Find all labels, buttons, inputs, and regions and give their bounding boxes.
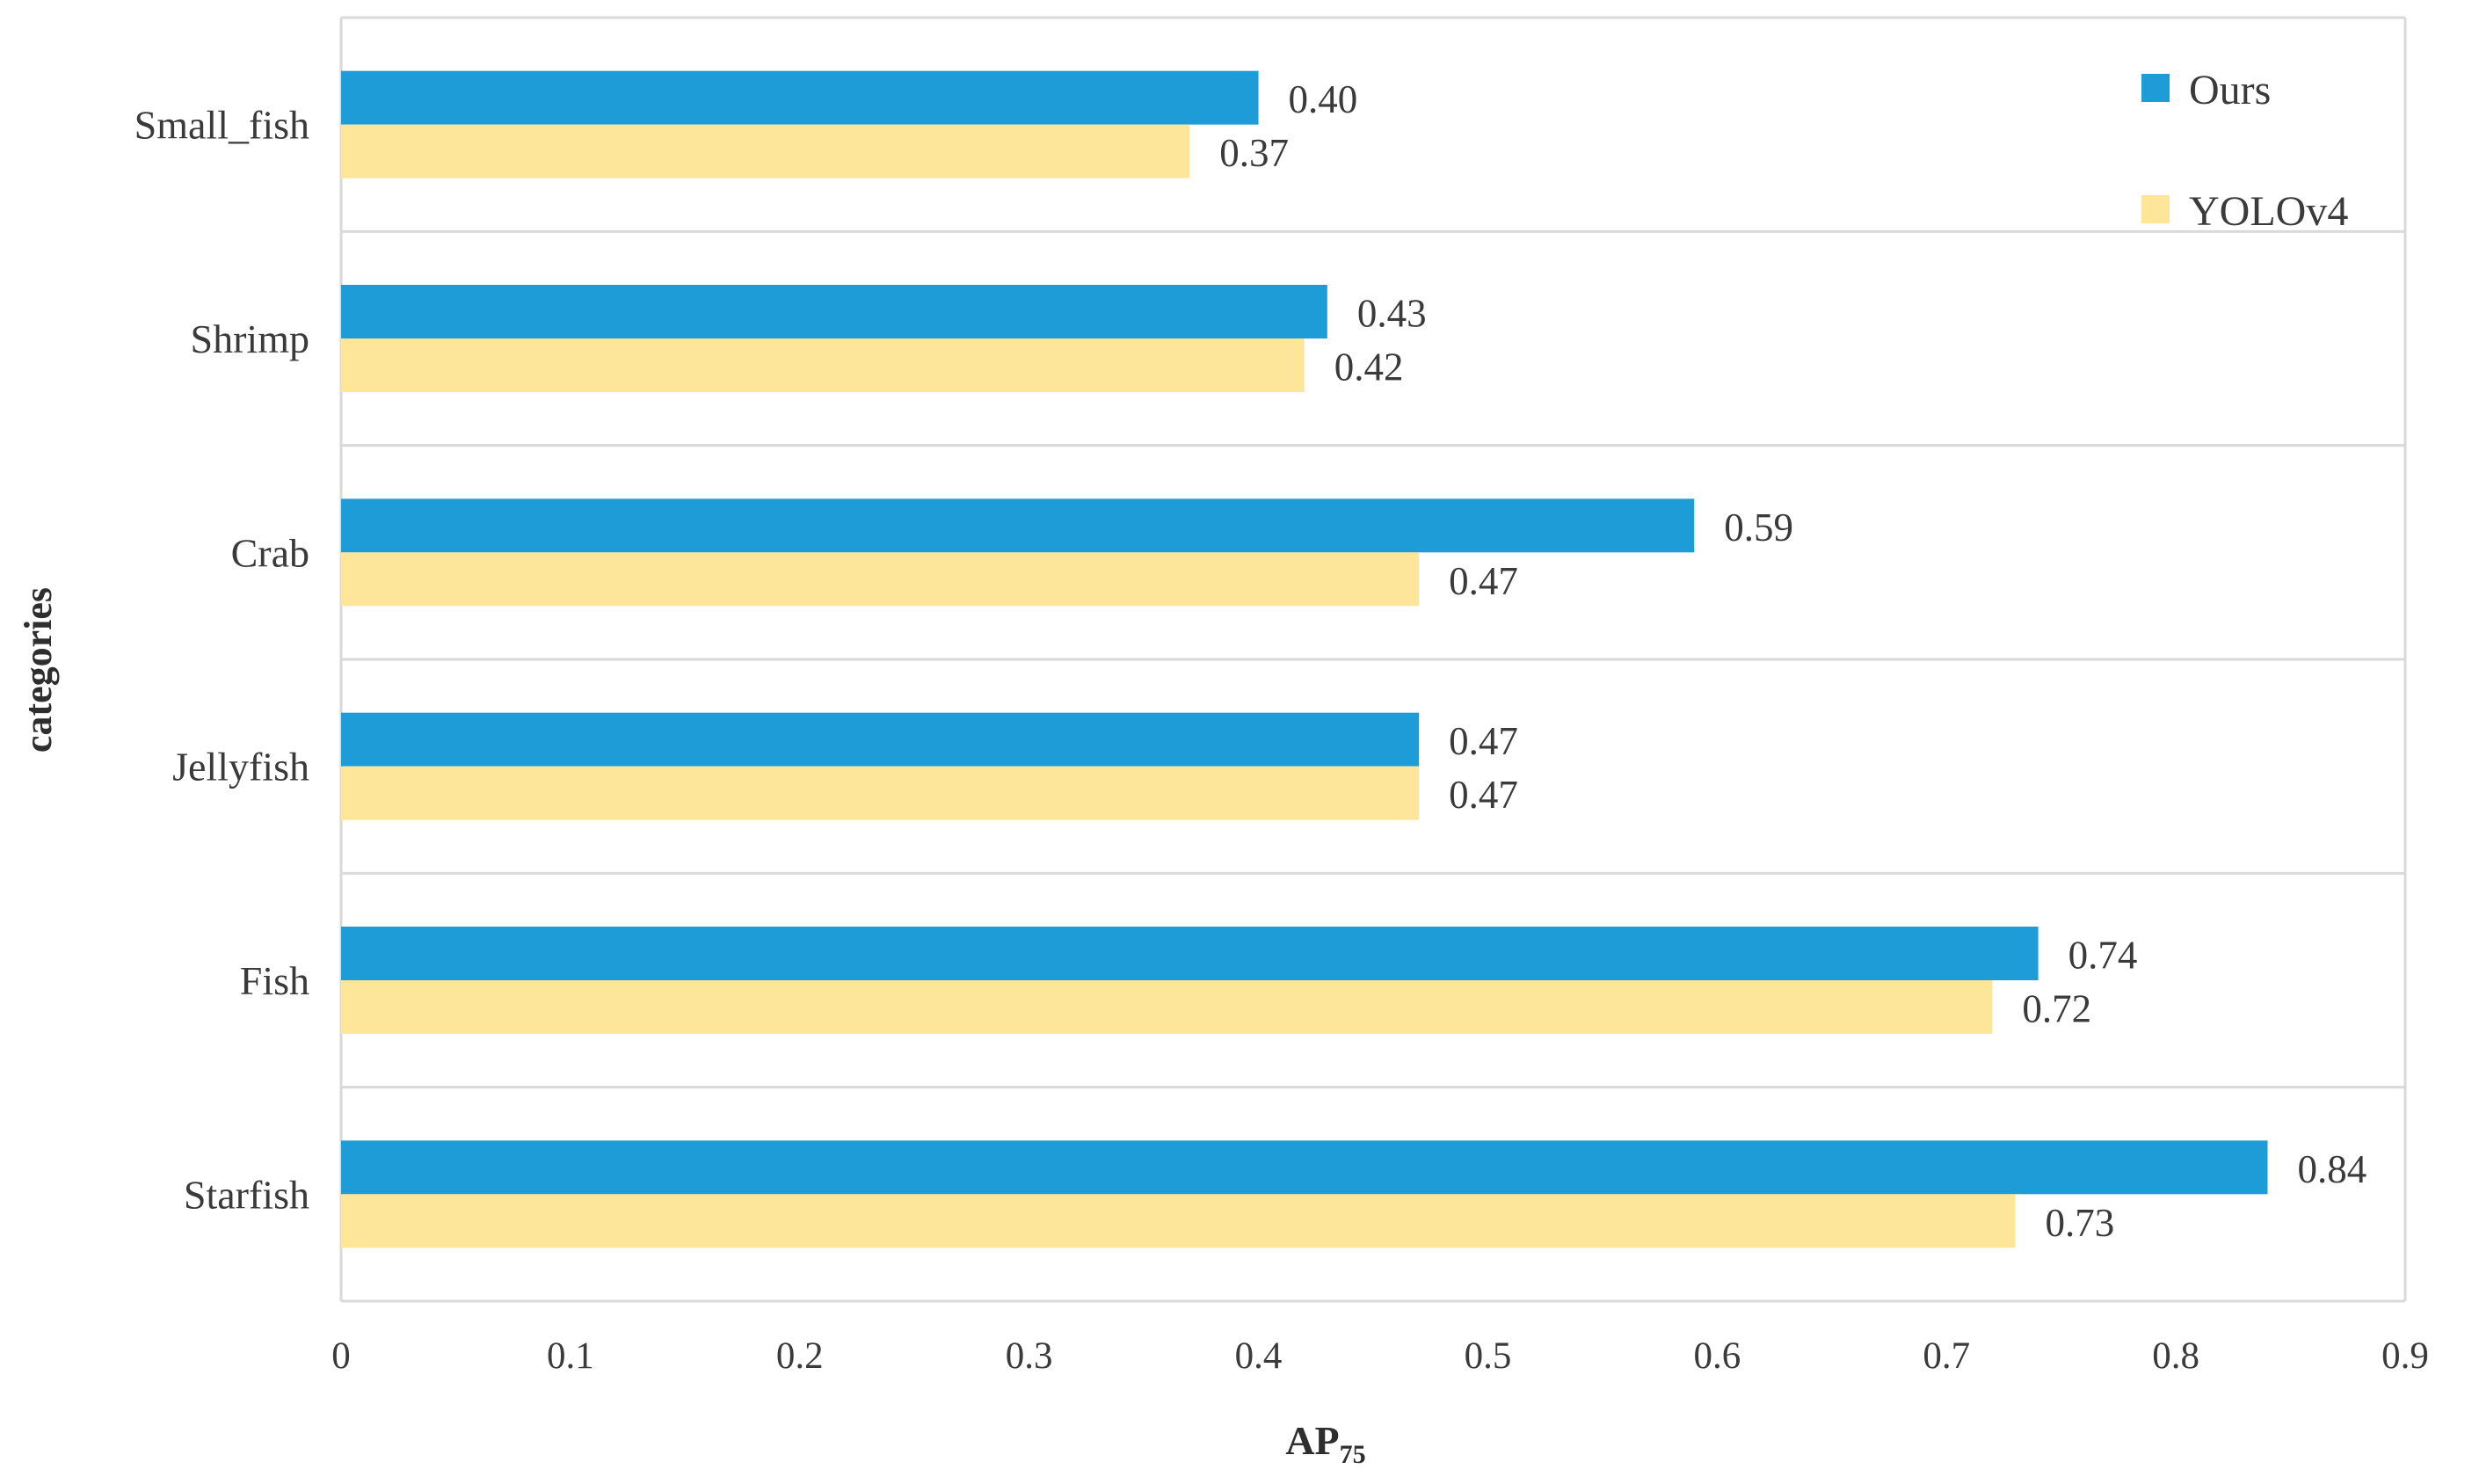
category-label-shrimp: Shrimp [191,316,309,361]
value-label-yolov4-small-fish: 0.37 [1219,131,1289,175]
value-label-yolov4-shrimp: 0.42 [1334,346,1404,389]
bar-ours-starfish [341,1140,2268,1195]
x-tick-label: 0.9 [2381,1335,2429,1377]
bar-yolov4-crab [341,552,1420,607]
bar-ours-shrimp [341,285,1327,338]
x-tick-label: 0.7 [1923,1335,1970,1377]
category-label-small-fish: Small_fish [135,103,309,148]
category-label-starfish: Starfish [184,1172,309,1217]
value-label-yolov4-starfish: 0.73 [2045,1201,2114,1245]
legend-label-ours: Ours [2189,67,2271,113]
bar-yolov4-small-fish [341,124,1190,178]
bar-yolov4-jellyfish [341,766,1420,820]
bar-yolov4-fish [341,980,1993,1034]
legend-swatch-ours [2141,74,2170,102]
x-tick-label: 0.6 [1693,1335,1741,1377]
value-label-yolov4-fish: 0.72 [2022,987,2091,1031]
x-tick-label: 0.4 [1235,1335,1283,1377]
x-axis-title-main: AP [1285,1418,1339,1463]
legend-label-yolov4: YOLOv4 [2189,188,2348,235]
legend-swatch-yolov4 [2141,195,2170,223]
value-label-yolov4-crab: 0.47 [1449,559,1518,603]
category-label-fish: Fish [240,958,309,1003]
legend: Ours YOLOv4 [2141,67,2348,235]
x-axis-title: AP75 [1285,1418,1365,1469]
category-label-crab: Crab [231,530,309,575]
x-tick-label: 0.8 [2152,1335,2199,1377]
bar-ours-crab [341,498,1695,553]
x-tick-label: 0.2 [776,1335,824,1377]
value-label-ours-fish: 0.74 [2068,934,2138,978]
value-label-yolov4-jellyfish: 0.47 [1449,773,1518,817]
value-label-ours-small-fish: 0.40 [1289,77,1358,121]
value-label-ours-shrimp: 0.43 [1357,292,1427,336]
bar-ours-fish [341,927,2039,980]
value-label-ours-jellyfish: 0.47 [1449,719,1518,763]
x-tick-label: 0.5 [1465,1335,1512,1377]
x-tick-label: 0.1 [547,1335,594,1377]
bar-ours-small-fish [341,70,1259,125]
bar-ours-jellyfish [341,712,1420,767]
bar-yolov4-starfish [341,1194,2016,1248]
category-label-jellyfish: Jellyfish [172,745,309,789]
x-tick-label: 0.3 [1006,1335,1053,1377]
value-label-ours-crab: 0.59 [1724,506,1793,549]
bar-yolov4-shrimp [341,338,1305,392]
x-axis-title-subscript: 75 [1340,1440,1366,1469]
value-label-ours-starfish: 0.84 [2297,1147,2367,1191]
x-tick-label: 0 [331,1335,351,1377]
y-axis-title: categories [17,587,60,753]
